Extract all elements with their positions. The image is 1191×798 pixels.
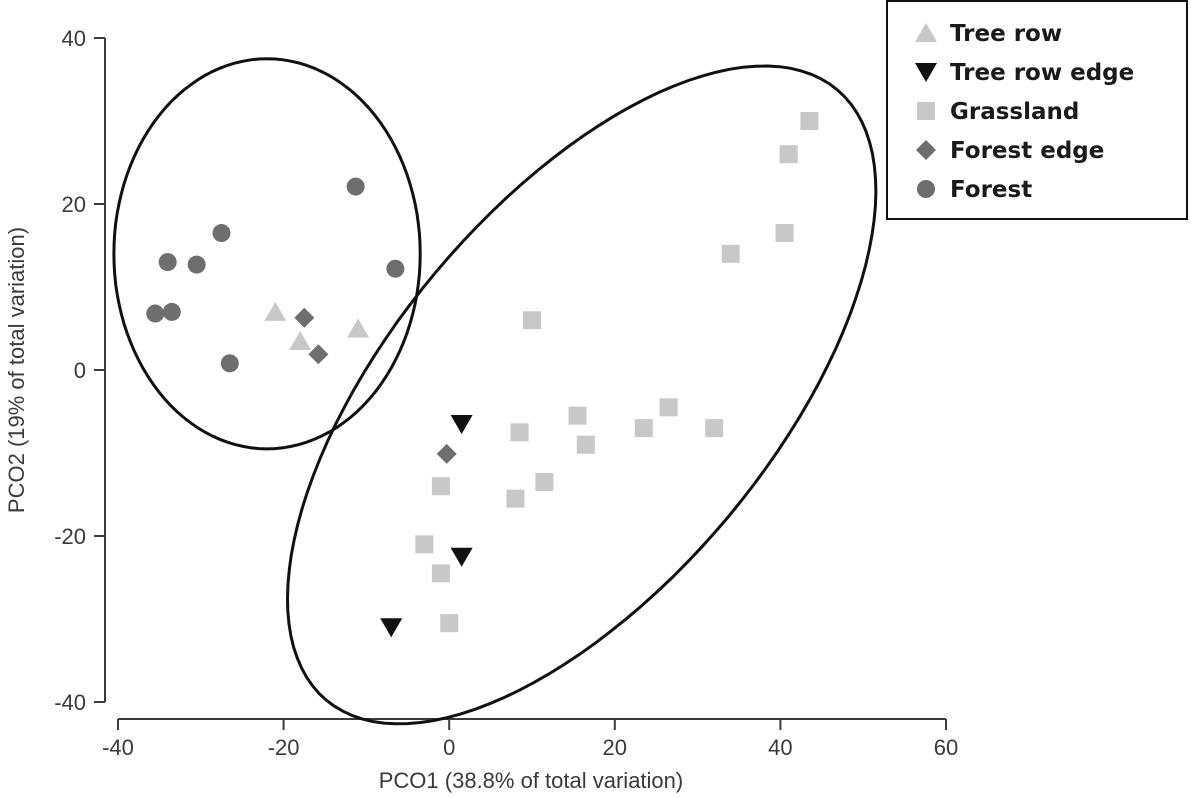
grassland-point	[659, 398, 678, 417]
forest-point	[220, 354, 239, 373]
tree-row-point	[289, 330, 312, 350]
y-ticks: -40 -20 0 20 40	[54, 26, 105, 715]
y-tick-label: 40	[62, 26, 86, 51]
grassland-point	[431, 477, 450, 496]
grassland-point	[510, 423, 529, 442]
legend-label-tree-row-edge: Tree row edge	[950, 60, 1134, 86]
y-tick-label: -20	[54, 524, 86, 549]
tree-row-edge-point	[380, 618, 403, 638]
group-ellipse-2	[285, 64, 878, 726]
x-tick-label: 0	[443, 735, 455, 760]
tree-row-point	[347, 318, 370, 338]
group-ellipse-1	[112, 57, 422, 451]
tree-row-point	[264, 301, 287, 321]
forest-edge-point	[308, 344, 329, 365]
forest-point	[187, 255, 206, 274]
legend-label-forest-edge: Forest edge	[950, 138, 1104, 164]
group-ellipses	[112, 57, 878, 726]
forest-point	[162, 302, 181, 321]
forest-edge-point	[436, 443, 457, 464]
legend-marker-grassland	[917, 102, 935, 120]
axes: -40 -20 0 20 40 60 -40 -20 0 20 40	[54, 26, 958, 760]
legend-label-tree-row: Tree row	[950, 21, 1062, 47]
forest-point	[212, 224, 231, 243]
tree-row-edge-point	[450, 414, 473, 434]
grassland-point	[576, 435, 595, 454]
y-tick-label: -40	[54, 690, 86, 715]
x-tick-label: -20	[268, 735, 300, 760]
grassland-point	[634, 419, 653, 438]
forest-edge-point	[294, 307, 315, 328]
x-ticks: -40 -20 0 20 40 60	[102, 719, 958, 760]
grassland-point	[523, 311, 541, 330]
y-tick-label: 0	[74, 358, 86, 383]
legend-items: Tree row Tree row edge Grassland Forest edg…	[915, 21, 1134, 203]
forest-point	[386, 259, 405, 278]
x-tick-label: 60	[934, 735, 958, 760]
legend-marker-tree-row-edge	[915, 63, 937, 82]
y-axis-title: PCO2 (19% of total variation)	[4, 227, 29, 513]
x-tick-label: 40	[768, 735, 792, 760]
grassland-point	[431, 564, 450, 583]
grassland-point	[779, 145, 798, 164]
forest-point	[346, 177, 365, 196]
legend-marker-forest	[917, 180, 935, 198]
grassland-point	[535, 473, 554, 492]
grassland-point	[721, 244, 740, 263]
grassland-point	[775, 224, 794, 243]
legend-label-grassland: Grassland	[950, 99, 1079, 125]
legend: Tree row Tree row edge Grassland Forest edg…	[886, 0, 1188, 220]
grassland-point	[506, 489, 525, 508]
tree-row-edge-point	[450, 547, 473, 567]
legend-marker-tree-row	[915, 23, 937, 42]
grassland-point	[440, 614, 459, 633]
grassland-point	[568, 406, 587, 425]
legend-marker-forest-edge	[916, 140, 936, 160]
grassland-point	[800, 112, 819, 130]
legend-box	[886, 0, 1188, 220]
legend-label-forest: Forest	[950, 177, 1032, 203]
grassland-point	[705, 419, 724, 438]
y-tick-label: 20	[62, 192, 86, 217]
forest-point	[158, 253, 177, 272]
x-tick-label: -40	[102, 735, 134, 760]
x-tick-label: 20	[603, 735, 627, 760]
data-points	[146, 112, 819, 638]
forest-point	[146, 304, 165, 323]
grassland-point	[415, 535, 434, 554]
x-axis-title: PCO1 (38.8% of total variation)	[379, 768, 683, 793]
